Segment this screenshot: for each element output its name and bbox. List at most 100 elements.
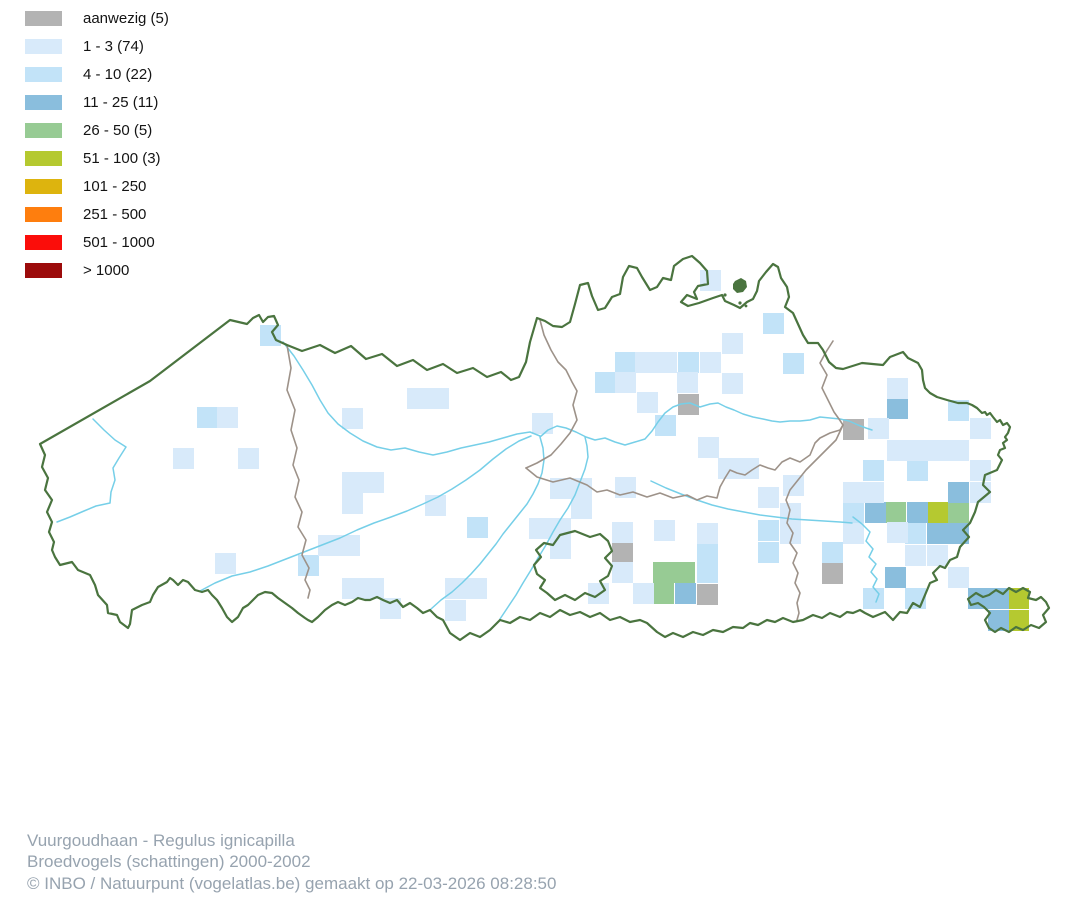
grid-cell	[887, 378, 908, 399]
legend-swatch	[25, 262, 62, 278]
grid-cell	[173, 448, 194, 469]
grid-cell	[615, 352, 636, 373]
grid-cell	[885, 567, 906, 588]
grid-cell	[339, 535, 360, 556]
grid-cell	[907, 440, 928, 461]
legend-item: 251 - 500	[25, 200, 169, 228]
grid-cell	[529, 518, 550, 539]
legend-label: 26 - 50 (5)	[83, 121, 153, 139]
legend-label: > 1000	[83, 261, 130, 279]
river-demer	[650, 480, 853, 524]
grid-cell	[907, 502, 928, 523]
grid-cell	[197, 407, 218, 428]
grid-cell	[217, 407, 238, 428]
border-antwerpen-brabant	[525, 424, 844, 501]
grid-cell	[677, 372, 698, 393]
grid-cell	[380, 598, 401, 619]
grid-cell	[718, 458, 739, 479]
grid-cell	[260, 325, 281, 346]
border-westvl-oostvl	[286, 344, 311, 599]
grid-cell	[863, 588, 884, 609]
grid-cell	[758, 520, 779, 541]
grid-cell	[466, 578, 487, 599]
legend: aanwezig (5) 1 - 3 (74) 4 - 10 (22) 11 - 25…	[25, 4, 169, 284]
grid-cell	[865, 502, 886, 523]
grid-cell	[970, 460, 991, 481]
grid-cell	[612, 562, 633, 583]
border-oostvl-antwerpen	[525, 319, 578, 469]
grid-cell	[722, 333, 743, 354]
grid-cell	[675, 583, 696, 604]
grid-cell	[238, 448, 259, 469]
grid-cell	[612, 541, 633, 562]
grid-cell	[215, 553, 236, 574]
grid-cell	[571, 498, 592, 519]
legend-label: aanwezig (5)	[83, 9, 169, 27]
province-borders	[286, 319, 844, 621]
grid-cell	[905, 523, 926, 544]
grid-cell	[843, 502, 864, 523]
grid-cell	[907, 460, 928, 481]
grid-cell	[635, 352, 656, 373]
grid-cell	[1008, 610, 1029, 631]
legend-label: 4 - 10 (22)	[83, 65, 153, 83]
grid-cell	[948, 482, 969, 503]
brussels-outline	[532, 529, 614, 602]
grid-cell	[697, 542, 718, 563]
river-schelde	[430, 402, 873, 610]
grid-cell	[678, 352, 699, 373]
legend-item: 26 - 50 (5)	[25, 116, 169, 144]
legend-swatch	[25, 206, 62, 222]
grid-cell	[927, 440, 948, 461]
grid-cell	[342, 578, 363, 599]
harbor-dot-icon	[738, 301, 742, 305]
grid-cell	[783, 353, 804, 374]
grid-cell	[656, 352, 677, 373]
grid-cell	[363, 578, 384, 599]
grid-cell	[970, 418, 991, 439]
grid-cell	[1008, 588, 1029, 609]
grid-cell	[653, 583, 674, 604]
grid-cell	[927, 545, 948, 566]
grid-cell	[697, 523, 718, 544]
grid-cell	[927, 523, 948, 544]
grid-cell	[887, 398, 908, 419]
grid-cell	[887, 522, 908, 543]
grid-cell	[407, 388, 428, 409]
legend-swatch	[25, 10, 62, 26]
grid-cell	[700, 270, 721, 291]
legend-label: 1 - 3 (74)	[83, 37, 144, 55]
grid-cell	[697, 584, 718, 605]
antwerp-harbor-icon	[733, 278, 747, 293]
legend-item: 101 - 250	[25, 172, 169, 200]
legend-swatch	[25, 66, 62, 82]
legend-item: 11 - 25 (11)	[25, 88, 169, 116]
grid-cell	[674, 562, 695, 583]
grid-cell	[948, 400, 969, 421]
caption-survey: Broedvogels (schattingen) 2000-2002	[27, 852, 311, 872]
legend-label: 101 - 250	[83, 177, 147, 195]
grid-cell	[843, 482, 864, 503]
grid-cell	[550, 538, 571, 559]
grid-cell	[763, 313, 784, 334]
flanders-outline	[38, 254, 1012, 642]
legend-item: 1 - 3 (74)	[25, 32, 169, 60]
grid-cell	[678, 394, 699, 415]
voeren-outline	[966, 586, 1051, 634]
grid-cell	[887, 440, 908, 461]
grid-cell	[342, 493, 363, 514]
legend-swatch	[25, 234, 62, 250]
river-gete	[852, 516, 880, 603]
grid-cell	[633, 583, 654, 604]
grid-cell	[445, 600, 466, 621]
legend-item: 4 - 10 (22)	[25, 60, 169, 88]
legend-item: > 1000	[25, 256, 169, 284]
caption-copyright: © INBO / Natuurpunt (vogelatlas.be) gema…	[27, 873, 557, 893]
legend-label: 501 - 1000	[83, 233, 155, 251]
legend-swatch	[25, 122, 62, 138]
grid-cell	[654, 520, 675, 541]
grid-cell	[467, 517, 488, 538]
grid-cell	[700, 352, 721, 373]
caption-species: Vuurgoudhaan - Regulus ignicapilla	[27, 831, 295, 850]
